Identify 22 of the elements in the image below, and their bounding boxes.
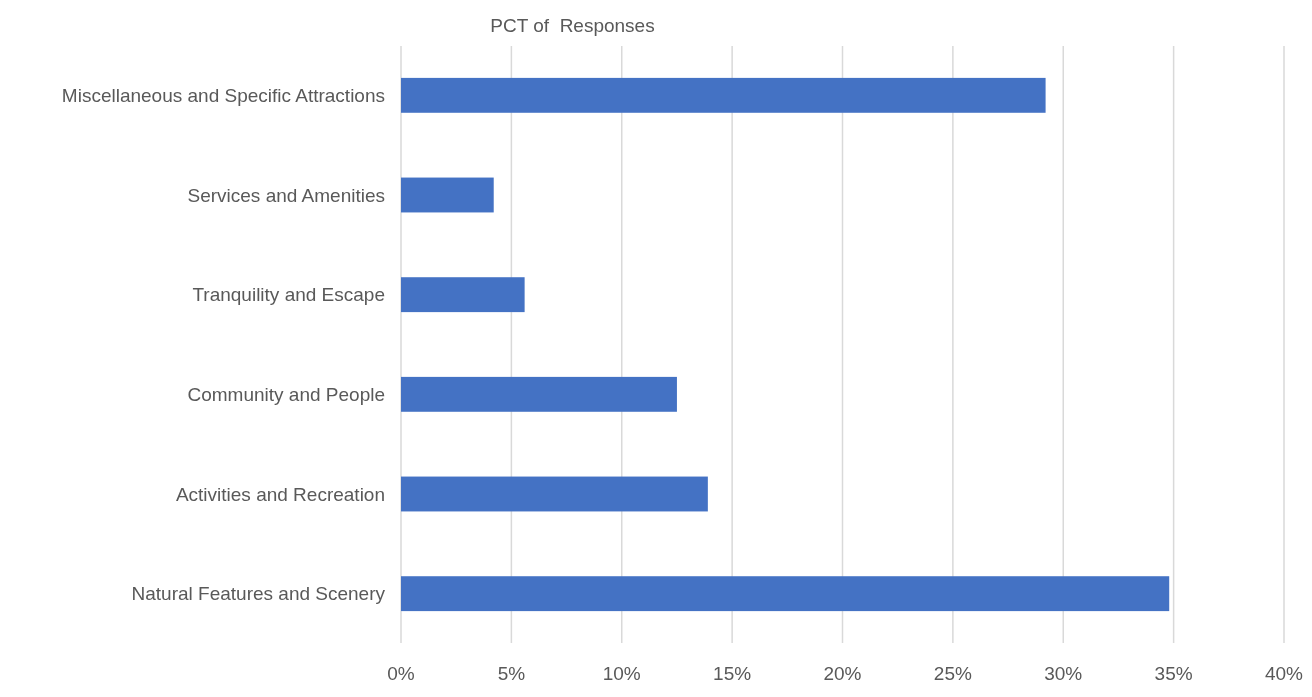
x-tick-label: 35% [1154,663,1193,684]
y-tick-label: Services and Amenities [187,184,385,206]
y-tick-label: Community and People [187,383,385,405]
bar [401,77,1046,113]
chart-title: PCT of Responses [490,15,655,36]
bar [401,376,677,412]
x-tick-label: 10% [602,663,641,684]
bar [401,277,525,313]
bar [401,576,1170,612]
x-tick-label: 40% [1264,663,1304,684]
y-tick-label: Miscellaneous and Specific Attractions [61,84,385,106]
x-tick-label: 20% [823,663,862,684]
x-tick-label: 30% [1044,663,1083,684]
x-tick-label: 25% [933,663,972,684]
x-tick-label: 5% [497,663,526,684]
x-tick-label: 0% [387,663,415,684]
x-tick-label: 15% [713,663,752,684]
y-tick-label: Natural Features and Scenery [131,583,386,605]
bar [401,177,494,213]
y-tick-label: Activities and Recreation [175,483,385,505]
bar [401,476,708,512]
y-tick-label: Tranquility and Escape [192,284,385,306]
